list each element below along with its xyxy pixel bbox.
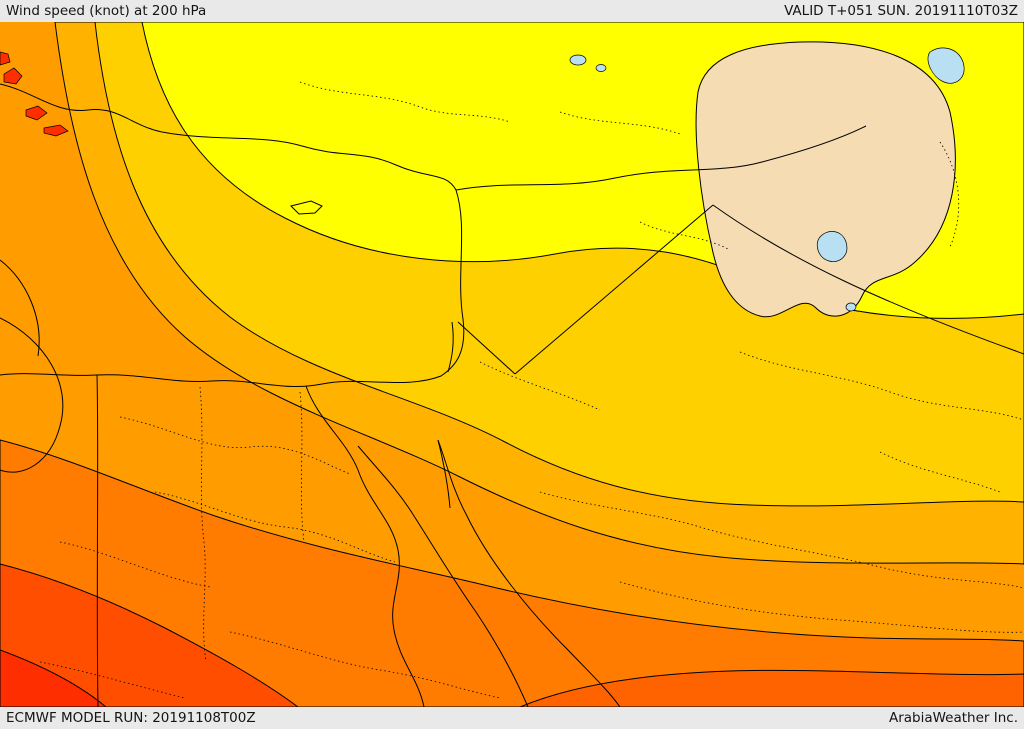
map-canvas <box>0 22 1024 707</box>
admin-boundary-line <box>39 661 186 699</box>
coastline-red-sea-west <box>357 445 529 707</box>
border-line <box>447 321 454 373</box>
contour-line <box>0 317 64 473</box>
island-patch <box>43 124 69 137</box>
coastlines <box>0 83 621 707</box>
contour-lines <box>0 259 64 473</box>
island-patch <box>25 105 48 121</box>
border-line <box>514 204 714 375</box>
island-patch <box>3 67 23 85</box>
admin-boundary-line <box>619 581 1024 633</box>
header-bar: Wind speed (knot) at 200 hPa VALID T+051… <box>0 0 1024 22</box>
lake-shape <box>569 54 587 66</box>
valid-time-label: VALID T+051 SUN. 20191110T03Z <box>784 3 1018 19</box>
wind-band-red <box>0 649 107 707</box>
admin-boundary-line <box>559 111 681 135</box>
lake-shape <box>927 47 965 84</box>
wind-speed-map-svg <box>0 22 1024 707</box>
wind-band-deep-orange <box>519 669 1024 707</box>
contour-line <box>0 259 40 357</box>
branding-label: ArabiaWeather Inc. <box>888 710 1018 726</box>
admin-boundary-line <box>119 416 351 475</box>
coastline-red-sea-east <box>437 439 621 707</box>
admin-boundary-line <box>199 386 207 663</box>
coastline-cyprus <box>290 200 323 215</box>
wind-band-beige <box>695 41 956 318</box>
wind-band-red-orange <box>0 563 299 707</box>
border-line <box>96 374 99 707</box>
admin-boundary-line <box>479 361 601 411</box>
admin-boundary-line <box>154 491 396 563</box>
wind-band-dark-orange <box>0 439 1024 707</box>
river-nile <box>305 385 425 707</box>
coastline-gulf-aqaba <box>437 439 451 509</box>
country-borders <box>96 125 1024 707</box>
border-line <box>455 125 867 191</box>
admin-boundary-line <box>59 541 211 588</box>
admin-boundaries <box>39 81 1024 699</box>
island-patches <box>0 51 69 137</box>
model-run-label: ECMWF MODEL RUN: 20191108T00Z <box>6 710 256 726</box>
admin-boundary-line <box>639 221 731 251</box>
border-line <box>712 204 1024 355</box>
border-line <box>457 321 516 375</box>
lake-shape <box>595 64 607 72</box>
admin-boundary-line <box>739 351 1024 421</box>
island-patch <box>0 51 11 66</box>
admin-boundary-line <box>879 451 1001 493</box>
lake-shape <box>845 302 857 312</box>
admin-boundary-line <box>299 81 511 123</box>
footer-bar: ECMWF MODEL RUN: 20191108T00Z ArabiaWeat… <box>0 707 1024 729</box>
lake-shape <box>816 231 848 262</box>
map-title: Wind speed (knot) at 200 hPa <box>6 3 207 19</box>
admin-boundary-line <box>299 391 305 543</box>
coastline-mediterranean <box>0 83 465 387</box>
admin-boundary-line <box>229 631 501 699</box>
